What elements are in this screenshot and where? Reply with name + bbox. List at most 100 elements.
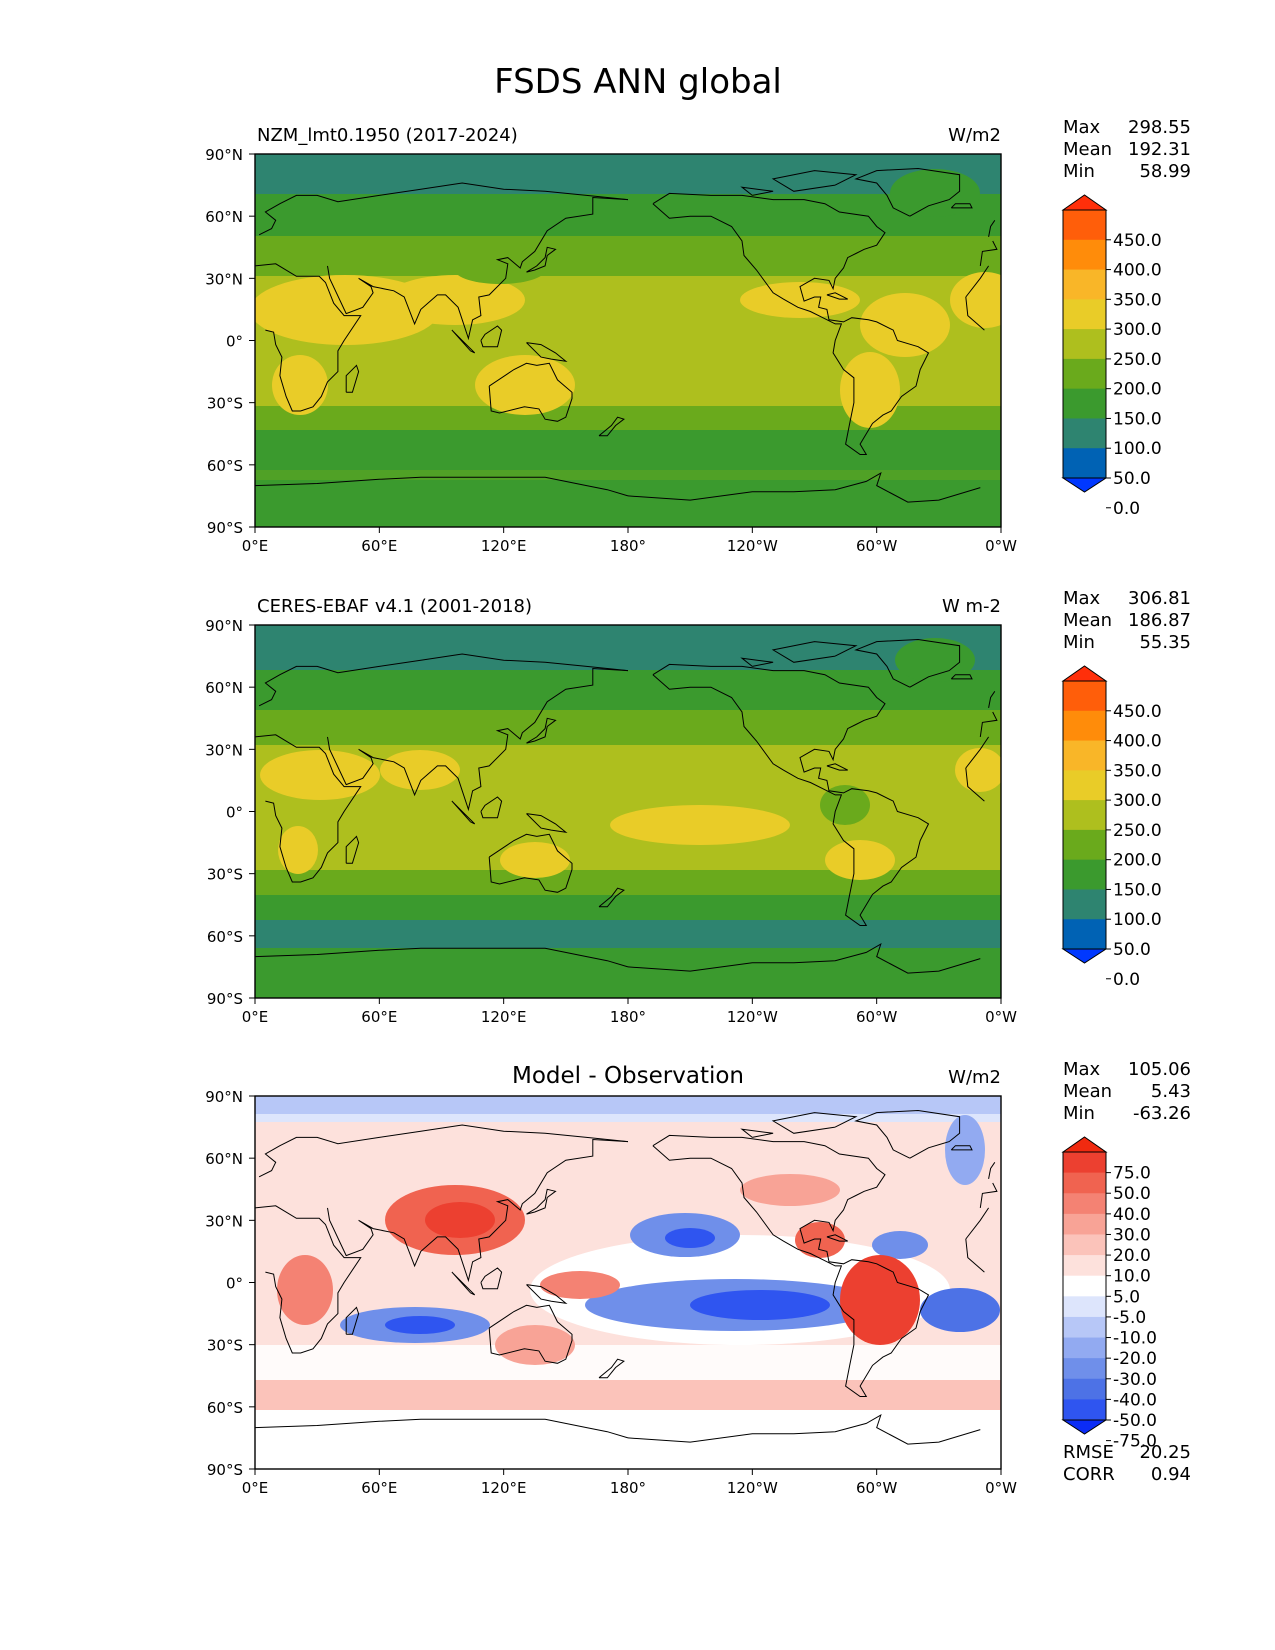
lat-tick-label: 60°N [205,1150,243,1168]
colorbar-bottom-extension [1061,477,1108,493]
region-sahara-bright [260,750,380,800]
region-npacific-bright [740,282,860,318]
panel-units: W/m2 [948,1067,1001,1088]
colorbar-label: 10.0 [1113,1267,1151,1287]
colorbar-label: 0.0 [1113,970,1140,990]
coastline [826,292,848,300]
colorbar-label: 200.0 [1113,380,1162,400]
colorbar-top-extension [1061,1136,1108,1153]
lat-tick-label: 90°N [205,617,243,635]
coastline [526,1284,568,1304]
lat-tick-label: 30°S [207,395,243,413]
lon-tick-label: 180° [610,537,646,555]
coastline [771,170,858,192]
region-greenland-dim [895,638,975,682]
colorbar-segment [1063,710,1106,742]
colorbar-label: -40.0 [1113,1390,1157,1410]
colorbar-bottom-extension [1061,948,1108,964]
colorbar-segment [1063,418,1106,449]
zone-subpolar-north [255,670,1001,710]
region-wpacific-pos [540,1271,620,1299]
region-kalahari-bright [272,355,328,415]
panel-diff: Model - Observation W/m2 [255,1063,1001,1469]
colorbar-label: 450.0 [1113,702,1162,722]
lat-tick-label: 0° [226,1275,243,1293]
stat-value-min: 58.99 [1139,161,1191,182]
lon-tick-label: 0°E [242,1008,269,1026]
coastline [950,203,973,209]
coastline [345,835,360,864]
coastline [740,186,774,196]
coastline [255,263,362,412]
coastline [652,1134,930,1397]
zone-arctic-negative [255,1096,1001,1114]
coastlines [255,167,998,503]
colorbar-segment [1063,388,1106,419]
coastline [255,476,629,497]
region-namibia-bright [825,840,895,880]
colorbar: 450.0 400.0 350.0 300.0 250.0 200.0 150.0 100.0… [1061,665,1162,990]
zone-polar-north [255,154,1001,194]
lat-tick-label: 30°S [207,866,243,884]
colorbar-label: 200.0 [1113,851,1162,871]
colorbar-segment [1063,889,1106,920]
colorbar-segment [1063,1255,1106,1277]
colorbar-label: -75.0 [1113,1432,1157,1452]
lat-tick-label: 60°S [207,1399,243,1417]
colorbar-label: 50.0 [1113,469,1151,489]
lat-tick-label: 90°N [205,146,243,164]
coastline [258,1124,629,1178]
region-kalahari-bright [278,826,318,874]
panel-center-title: Model - Observation [512,1063,744,1089]
coastline [526,717,557,744]
panel-left-title: NZM_lmt0.1950 (2017-2024) [257,125,518,146]
coastline [950,1145,973,1151]
coastline [526,246,557,273]
coastline [327,196,629,341]
region-arabia-bright [380,750,460,790]
lon-tick-label: 60°E [361,1008,397,1026]
panel-units: W/m2 [948,125,1001,146]
zone-southern-ocean [255,430,1001,527]
field-map [255,154,1001,527]
coastline [979,711,998,737]
coastline [327,1138,629,1283]
coastline [771,1112,858,1134]
stat-value-max: 105.06 [1128,1059,1191,1080]
coastline [950,674,973,680]
colorbar-segment [1063,299,1106,330]
region-china-core [425,1202,495,1238]
colorbar-segment [1063,329,1106,360]
coastline [526,813,568,833]
coastline [598,416,625,437]
region-mexico-bright [860,293,950,357]
region-africa-pos [277,1255,333,1325]
region-australia-pos [495,1325,575,1365]
colorbar-segment [1063,269,1106,300]
zone-antarctic-edge [255,470,1001,480]
colorbar-frame [1062,209,1107,479]
colorbar-top-extension [1061,665,1108,682]
colorbar-label: 20.0 [1113,1246,1151,1266]
colorbar-segment [1063,448,1106,479]
region-epacific-bright [610,805,790,845]
colorbar-segment [1063,1399,1106,1421]
colorbar-segment [1063,1213,1106,1235]
stat-value-mean: 5.43 [1151,1081,1191,1102]
colorbar-segment [1063,1378,1106,1400]
zone-south-neutral [255,1345,1001,1383]
region-australia-bright [475,355,575,415]
coastline [854,1109,961,1159]
lon-tick-label: 120°E [481,1008,527,1026]
region-greenland-dim [890,169,980,217]
stat-label-mean: Mean [1063,1081,1112,1102]
lon-tick-label: 120°E [481,537,527,555]
region-npacific-core [665,1228,715,1248]
colorbar-label: 350.0 [1113,761,1162,781]
region-australia-bright [500,842,570,878]
coastlines [255,638,998,974]
lat-tick-label: 30°N [205,270,243,288]
colorbar-label: 75.0 [1113,1164,1151,1184]
coastline [526,1188,557,1215]
